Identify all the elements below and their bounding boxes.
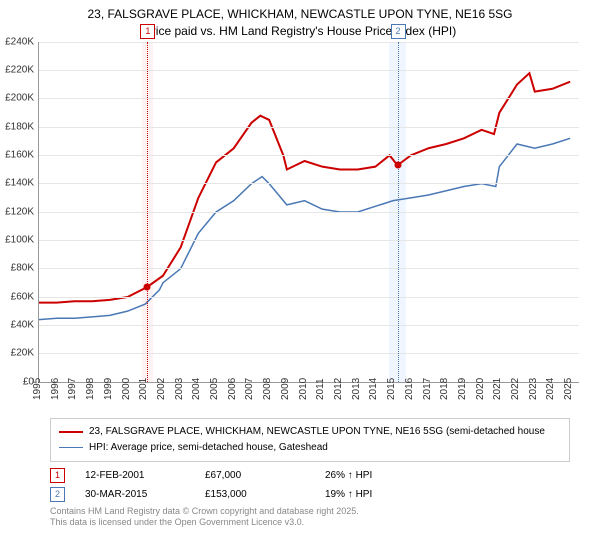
sale-delta: 19% ↑ HPI	[325, 489, 425, 500]
y-axis: £0£20K£40K£60K£80K£100K£120K£140K£160K£1…	[0, 42, 36, 412]
y-tick-label: £100K	[5, 234, 34, 245]
title-line1: 23, FALSGRAVE PLACE, WHICKHAM, NEWCASTLE…	[10, 6, 590, 23]
sale-row: 2 30-MAR-2015 £153,000 19% ↑ HPI	[50, 487, 570, 502]
sales-list: 1 12-FEB-2001 £67,000 26% ↑ HPI 2 30-MAR…	[50, 468, 570, 502]
y-tick-label: £200K	[5, 93, 34, 104]
gridline	[39, 183, 579, 184]
legend-swatch	[59, 447, 83, 449]
gridline	[39, 297, 579, 298]
y-tick-label: £180K	[5, 121, 34, 132]
x-tick-label: 2003	[174, 377, 185, 399]
x-tick-label: 2008	[262, 377, 273, 399]
y-tick-label: £80K	[11, 263, 34, 274]
sale-price: £153,000	[205, 489, 305, 500]
x-tick-label: 2023	[528, 377, 539, 399]
x-tick-label: 2019	[457, 377, 468, 399]
gridline	[39, 155, 579, 156]
gridline	[39, 70, 579, 71]
y-tick-label: £240K	[5, 36, 34, 47]
gridline	[39, 240, 579, 241]
x-tick-label: 1995	[32, 377, 43, 399]
gridline	[39, 127, 579, 128]
gridline	[39, 325, 579, 326]
sale-price: £67,000	[205, 470, 305, 481]
x-tick-label: 2021	[492, 377, 503, 399]
sale-dot	[394, 161, 401, 168]
x-tick-label: 2020	[475, 377, 486, 399]
title-line2: Price paid vs. HM Land Registry's House …	[10, 23, 590, 40]
x-tick-label: 2024	[545, 377, 556, 399]
plot-area: 12	[38, 42, 579, 383]
y-tick-label: £40K	[11, 319, 34, 330]
footnote: Contains HM Land Registry data © Crown c…	[50, 506, 570, 529]
y-tick-label: £60K	[11, 291, 34, 302]
y-tick-label: £220K	[5, 64, 34, 75]
x-tick-label: 2006	[227, 377, 238, 399]
x-tick-label: 2002	[156, 377, 167, 399]
sale-dot	[144, 283, 151, 290]
y-tick-label: £120K	[5, 206, 34, 217]
sale-row: 1 12-FEB-2001 £67,000 26% ↑ HPI	[50, 468, 570, 483]
x-tick-label: 1997	[67, 377, 78, 399]
legend: 23, FALSGRAVE PLACE, WHICKHAM, NEWCASTLE…	[50, 418, 570, 462]
marker-badge: 2	[391, 24, 406, 39]
x-tick-label: 2015	[386, 377, 397, 399]
marker-line	[147, 42, 148, 382]
legend-label: HPI: Average price, semi-detached house,…	[89, 440, 328, 456]
x-tick-label: 2017	[422, 377, 433, 399]
gridline	[39, 212, 579, 213]
gridline	[39, 353, 579, 354]
x-tick-label: 2009	[280, 377, 291, 399]
x-tick-label: 2016	[404, 377, 415, 399]
x-tick-label: 2018	[439, 377, 450, 399]
sale-delta: 26% ↑ HPI	[325, 470, 425, 481]
footnote-line: Contains HM Land Registry data © Crown c…	[50, 506, 570, 518]
marker-badge: 1	[140, 24, 155, 39]
x-tick-label: 2010	[298, 377, 309, 399]
y-tick-label: £20K	[11, 348, 34, 359]
marker-line	[398, 42, 399, 382]
x-tick-label: 1996	[50, 377, 61, 399]
sale-index-badge: 2	[50, 487, 65, 502]
y-tick-label: £140K	[5, 178, 34, 189]
footnote-line: This data is licensed under the Open Gov…	[50, 517, 570, 529]
gridline	[39, 268, 579, 269]
x-tick-label: 2005	[209, 377, 220, 399]
chart: £0£20K£40K£60K£80K£100K£120K£140K£160K£1…	[38, 42, 598, 412]
legend-item: 23, FALSGRAVE PLACE, WHICKHAM, NEWCASTLE…	[59, 424, 561, 440]
sale-date: 12-FEB-2001	[85, 470, 185, 481]
gridline	[39, 42, 579, 43]
legend-item: HPI: Average price, semi-detached house,…	[59, 440, 561, 456]
legend-swatch	[59, 431, 83, 433]
x-tick-label: 2007	[244, 377, 255, 399]
x-tick-label: 2025	[563, 377, 574, 399]
x-tick-label: 2000	[121, 377, 132, 399]
sale-index-badge: 1	[50, 468, 65, 483]
x-tick-label: 2013	[351, 377, 362, 399]
sale-date: 30-MAR-2015	[85, 489, 185, 500]
legend-label: 23, FALSGRAVE PLACE, WHICKHAM, NEWCASTLE…	[89, 424, 545, 440]
x-tick-label: 2014	[368, 377, 379, 399]
gridline	[39, 98, 579, 99]
x-tick-label: 2001	[138, 377, 149, 399]
y-tick-label: £160K	[5, 149, 34, 160]
x-axis: 1995199619971998199920002001200220032004…	[38, 386, 578, 416]
x-tick-label: 2004	[191, 377, 202, 399]
x-tick-label: 2012	[333, 377, 344, 399]
x-tick-label: 1998	[85, 377, 96, 399]
x-tick-label: 1999	[103, 377, 114, 399]
series-line	[39, 138, 570, 319]
x-tick-label: 2022	[510, 377, 521, 399]
x-tick-label: 2011	[315, 378, 326, 400]
